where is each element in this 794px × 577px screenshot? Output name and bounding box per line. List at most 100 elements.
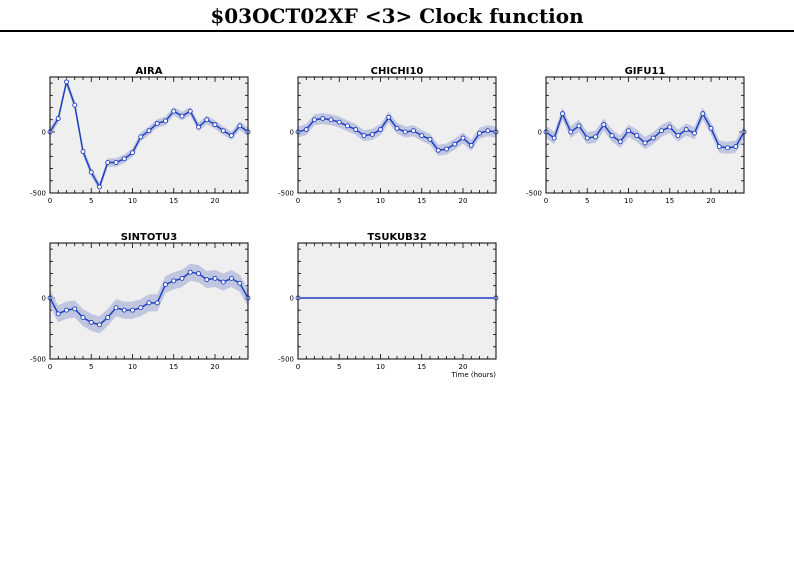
data-point bbox=[105, 160, 111, 165]
x-tick-label: 15 bbox=[665, 197, 674, 205]
data-point bbox=[130, 307, 135, 313]
data-point bbox=[229, 133, 234, 139]
data-point bbox=[427, 136, 433, 142]
data-point bbox=[179, 275, 185, 281]
data-point bbox=[576, 123, 582, 129]
y-tick-label: 0 bbox=[290, 294, 294, 302]
data-point bbox=[113, 305, 119, 311]
data-point bbox=[485, 128, 491, 134]
x-axis-label: Time (hours) bbox=[451, 371, 497, 379]
data-point bbox=[154, 300, 160, 306]
data-point bbox=[617, 139, 623, 145]
data-point bbox=[80, 315, 86, 320]
data-point bbox=[361, 133, 367, 139]
y-tick-label: 0 bbox=[42, 294, 46, 302]
plot-frame bbox=[297, 76, 497, 194]
data-point bbox=[154, 120, 160, 126]
data-point bbox=[64, 79, 69, 85]
data-point bbox=[121, 307, 127, 313]
y-tick-label: -500 bbox=[278, 190, 294, 198]
data-point bbox=[336, 119, 342, 125]
data-point bbox=[187, 269, 193, 275]
title-divider bbox=[0, 30, 794, 32]
x-tick-label: 20 bbox=[459, 197, 468, 205]
data-point bbox=[675, 133, 681, 139]
x-tick-label: 15 bbox=[169, 197, 178, 205]
data-point bbox=[64, 307, 69, 313]
data-point bbox=[435, 147, 441, 153]
x-tick-label: 20 bbox=[707, 197, 716, 205]
data-point bbox=[212, 275, 218, 281]
data-point bbox=[733, 144, 739, 150]
x-tick-label: 0 bbox=[296, 363, 300, 371]
data-point bbox=[667, 124, 673, 130]
data-point bbox=[716, 144, 722, 150]
data-point bbox=[369, 131, 375, 137]
data-point bbox=[220, 279, 226, 285]
data-point bbox=[97, 322, 102, 328]
data-point bbox=[163, 118, 168, 124]
error-band bbox=[298, 111, 496, 156]
data-point bbox=[345, 123, 350, 129]
page-title: $03OCT02XF <3> Clock function bbox=[210, 4, 584, 28]
x-tick-label: 0 bbox=[544, 197, 548, 205]
data-point bbox=[163, 282, 168, 287]
x-tick-label: 5 bbox=[585, 197, 589, 205]
data-point bbox=[55, 311, 61, 317]
x-tick-label: 20 bbox=[211, 363, 220, 371]
data-point bbox=[105, 315, 111, 320]
y-tick-label: -500 bbox=[278, 356, 294, 364]
data-point bbox=[411, 128, 416, 134]
data-point bbox=[204, 277, 210, 283]
data-point bbox=[88, 319, 94, 325]
data-point bbox=[601, 122, 607, 128]
data-point bbox=[138, 305, 144, 311]
data-point bbox=[312, 117, 317, 123]
data-point bbox=[560, 111, 565, 117]
x-tick-label: 20 bbox=[211, 197, 220, 205]
data-point bbox=[229, 275, 234, 281]
data-point bbox=[171, 108, 177, 114]
plot-area bbox=[546, 77, 744, 193]
data-point bbox=[196, 124, 201, 130]
data-point bbox=[179, 113, 185, 119]
y-tick-label: -500 bbox=[30, 190, 46, 198]
data-point bbox=[113, 160, 119, 165]
data-point bbox=[237, 123, 243, 129]
data-point bbox=[121, 156, 127, 162]
data-point bbox=[683, 127, 689, 132]
chart-title: AIRA bbox=[136, 66, 163, 77]
data-point bbox=[130, 150, 135, 156]
data-point bbox=[204, 117, 210, 123]
data-point bbox=[692, 130, 697, 136]
data-point bbox=[659, 128, 664, 134]
y-tick-label: 0 bbox=[290, 128, 294, 136]
plot-frame bbox=[49, 76, 249, 194]
plot-frame bbox=[297, 242, 497, 360]
data-point bbox=[568, 129, 574, 135]
data-point bbox=[196, 271, 201, 276]
data-point bbox=[220, 128, 226, 134]
data-point bbox=[237, 280, 243, 286]
data-point bbox=[402, 129, 408, 135]
y-tick-label: -500 bbox=[526, 190, 542, 198]
data-point bbox=[55, 116, 61, 121]
data-point bbox=[386, 114, 392, 120]
data-point bbox=[419, 133, 425, 139]
data-point bbox=[634, 133, 640, 139]
chart-title: GIFU11 bbox=[625, 66, 666, 77]
x-tick-label: 0 bbox=[48, 363, 52, 371]
data-point bbox=[138, 134, 144, 140]
data-point bbox=[477, 130, 482, 136]
data-point bbox=[452, 141, 458, 147]
y-tick-label: 0 bbox=[538, 128, 542, 136]
data-point bbox=[725, 145, 730, 151]
x-tick-label: 10 bbox=[128, 363, 137, 371]
x-tick-label: 10 bbox=[376, 363, 385, 371]
data-point bbox=[609, 133, 615, 139]
data-point bbox=[700, 111, 706, 117]
